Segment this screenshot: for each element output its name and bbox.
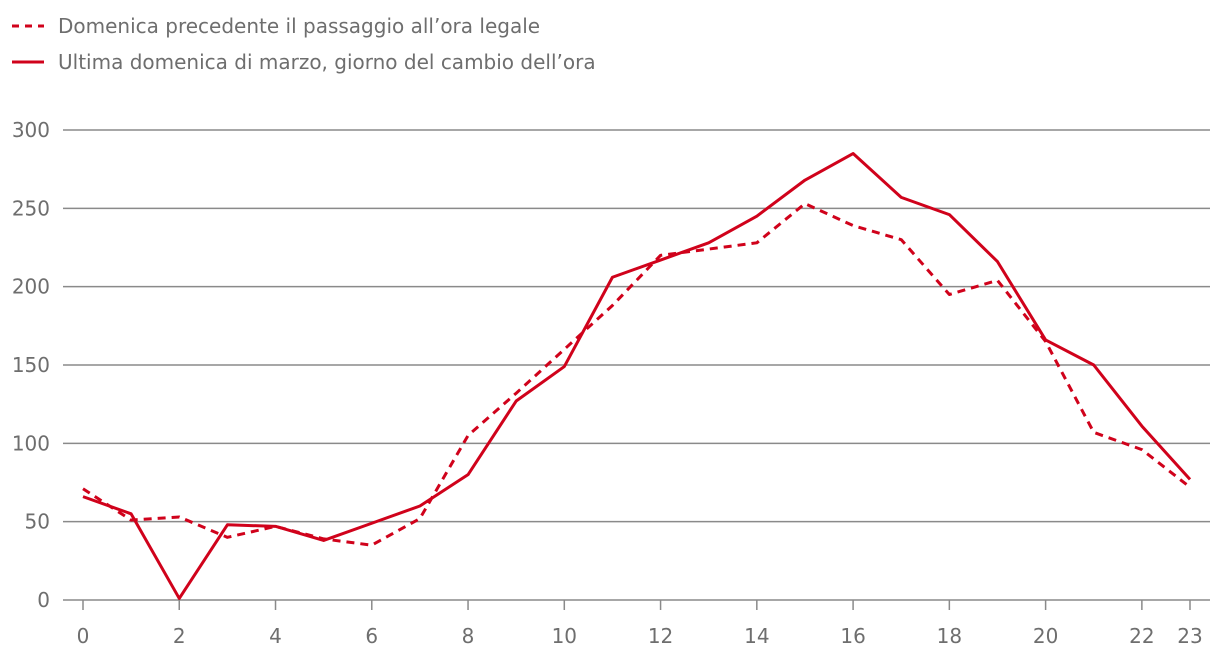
data-point-dashed: [898, 237, 904, 243]
x-tick-label: 16: [840, 624, 865, 648]
y-tick-label: 50: [25, 510, 50, 534]
data-point-dashed: [561, 346, 567, 352]
data-point-dashed: [946, 292, 952, 298]
data-point-solid: [609, 274, 615, 280]
data-point-dashed: [80, 486, 86, 492]
x-tick-label: 12: [648, 624, 673, 648]
data-point-dashed: [1139, 447, 1145, 453]
data-point-solid: [1091, 362, 1097, 368]
data-point-dashed: [513, 390, 519, 396]
x-tick-label: 23: [1177, 624, 1202, 648]
y-tick-label: 0: [37, 588, 50, 612]
data-point-dashed: [1091, 429, 1097, 435]
data-point-solid: [80, 494, 86, 500]
data-point-solid: [224, 522, 230, 528]
x-tick-label: 18: [937, 624, 962, 648]
x-tick-label: 22: [1129, 624, 1154, 648]
data-point-solid: [128, 511, 134, 517]
data-point-solid: [513, 398, 519, 404]
data-point-solid: [321, 537, 327, 543]
data-point-dashed: [465, 433, 471, 439]
x-tick-label: 14: [744, 624, 769, 648]
data-point-solid: [850, 151, 856, 157]
data-point-dashed: [850, 223, 856, 229]
x-axis: 0 2 4 6 8 10 12 14 16 18 20 22 23: [63, 599, 1210, 648]
x-tick-label: 4: [269, 624, 282, 648]
data-point-solid: [1139, 423, 1145, 429]
series-line-dashed: [82, 202, 1191, 547]
y-axis-tick-labels: 0 50 100 150 200 250 300: [12, 118, 50, 612]
data-point-solid: [561, 364, 567, 370]
data-point-solid: [1043, 337, 1049, 343]
series-line-solid: [82, 152, 1192, 600]
y-tick-label: 250: [12, 196, 50, 220]
data-point-dashed: [176, 514, 182, 520]
data-point-dashed: [417, 516, 423, 522]
y-tick-label: 200: [12, 275, 50, 299]
x-tick-label: 0: [77, 624, 90, 648]
series-dashed: [80, 201, 1193, 548]
data-point-solid: [754, 213, 760, 219]
legend: Domenica precedente il passaggio all’ora…: [12, 14, 596, 74]
data-point-solid: [369, 520, 375, 526]
data-point-solid: [802, 177, 808, 183]
data-point-solid: [946, 212, 952, 218]
data-point-solid: [898, 194, 904, 200]
data-point-solid: [994, 259, 1000, 265]
data-point-solid: [273, 523, 279, 529]
data-point-dashed: [994, 277, 1000, 283]
data-point-dashed: [224, 534, 230, 540]
data-point-solid: [658, 257, 664, 263]
series-solid: [80, 151, 1193, 601]
data-point-solid: [1187, 476, 1193, 482]
y-tick-label: 150: [12, 353, 50, 377]
data-point-dashed: [609, 302, 615, 308]
y-tick-label: 100: [12, 431, 50, 455]
data-point-dashed: [754, 240, 760, 246]
data-point-dashed: [369, 542, 375, 548]
x-tick-label: 10: [552, 624, 577, 648]
data-point-solid: [465, 472, 471, 478]
x-tick-label: 8: [462, 624, 475, 648]
x-tick-label: 6: [365, 624, 378, 648]
data-point-dashed: [802, 201, 808, 207]
data-point-solid: [706, 240, 712, 246]
data-point-solid: [176, 595, 182, 601]
x-tick-label: 2: [173, 624, 186, 648]
data-point-solid: [417, 503, 423, 509]
data-point-dashed: [706, 246, 712, 252]
data-point-dashed: [1187, 484, 1193, 490]
y-tick-label: 300: [12, 118, 50, 142]
x-tick-label: 20: [1033, 624, 1058, 648]
legend-label-solid-series: Ultima domenica di marzo, giorno del cam…: [58, 50, 596, 74]
series-layer: [80, 151, 1193, 601]
legend-label-dashed-series: Domenica precedente il passaggio all’ora…: [58, 14, 540, 38]
y-gridlines: [63, 129, 1210, 523]
